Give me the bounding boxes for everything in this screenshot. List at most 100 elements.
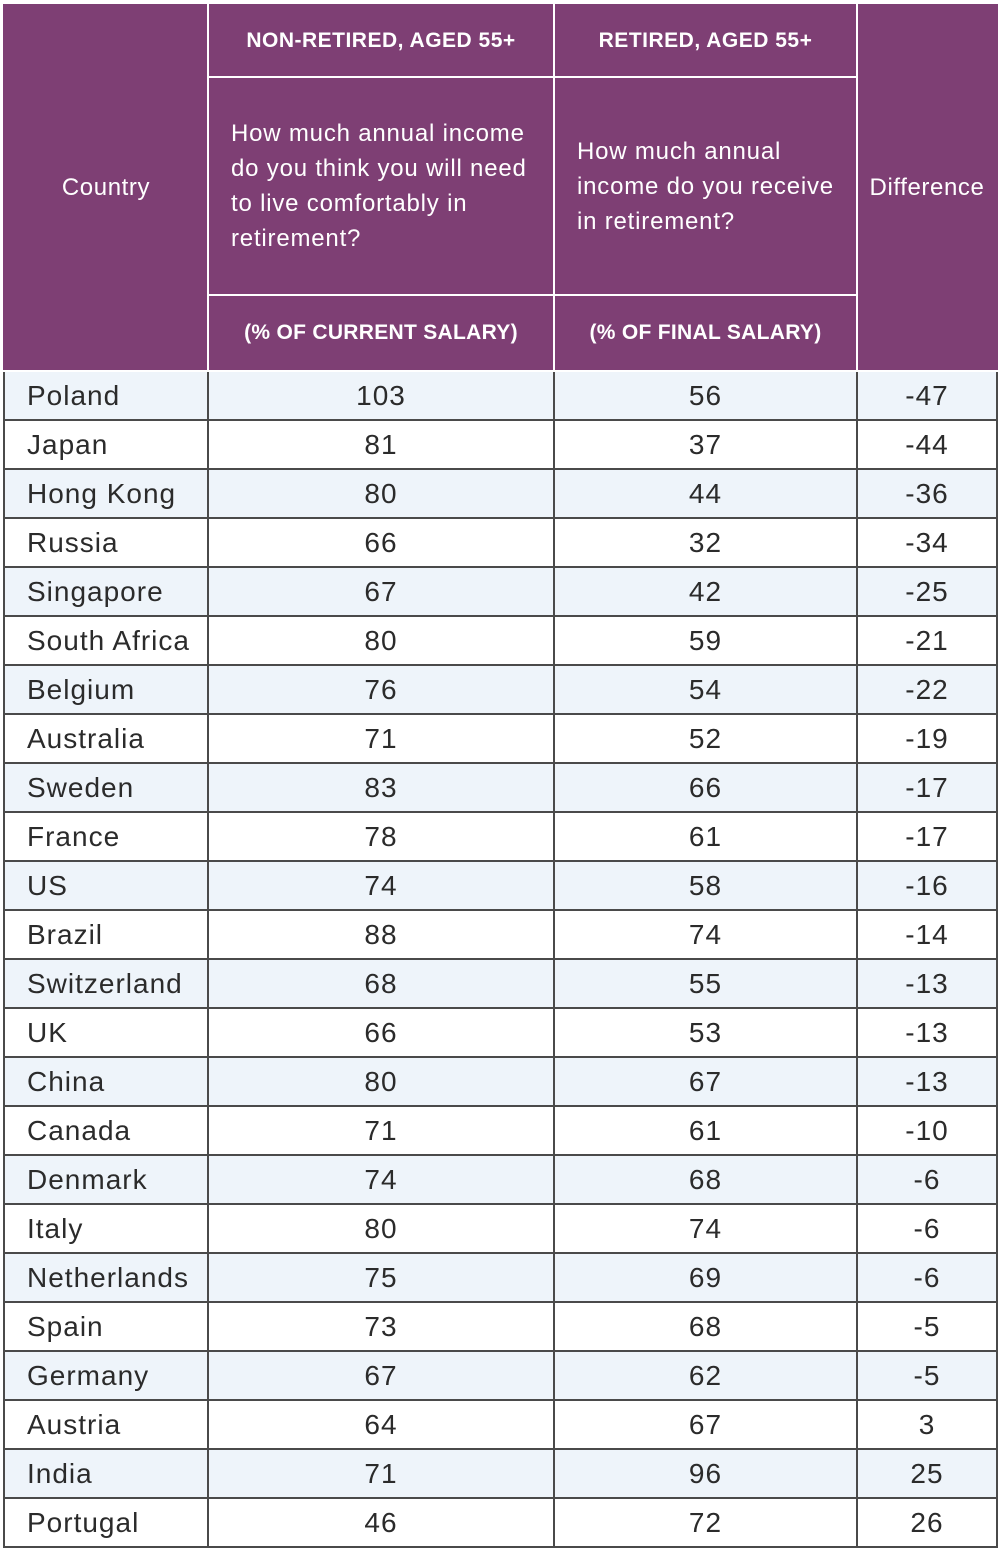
needed-cell: 66: [207, 1007, 555, 1058]
header-retired-question: How much annual income do you receive in…: [553, 76, 858, 296]
table-row: US 74 58 -16: [3, 860, 998, 911]
needed-cell: 76: [207, 664, 555, 715]
table-row: UK 66 53 -13: [3, 1007, 998, 1058]
difference-cell: -22: [856, 664, 998, 715]
difference-cell: -36: [856, 468, 998, 519]
country-cell: Denmark: [3, 1154, 209, 1205]
table-row: Spain 73 68 -5: [3, 1301, 998, 1352]
received-cell: 52: [553, 713, 858, 764]
header-retired-group: RETIRED, AGED 55+: [553, 4, 858, 78]
table-header: Country NON-RETIRED, AGED 55+ RETIRED, A…: [3, 4, 998, 372]
header-retired-unit: (% OF FINAL SALARY): [553, 294, 858, 372]
country-cell: Japan: [3, 419, 209, 470]
country-cell: Poland: [3, 370, 209, 421]
difference-cell: -13: [856, 958, 998, 1009]
difference-cell: 25: [856, 1448, 998, 1499]
difference-cell: 3: [856, 1399, 998, 1450]
needed-cell: 67: [207, 566, 555, 617]
needed-cell: 71: [207, 1105, 555, 1156]
country-cell: Spain: [3, 1301, 209, 1352]
received-cell: 54: [553, 664, 858, 715]
table-row: Belgium 76 54 -22: [3, 664, 998, 715]
received-cell: 69: [553, 1252, 858, 1303]
needed-cell: 80: [207, 615, 555, 666]
needed-cell: 64: [207, 1399, 555, 1450]
header-difference: Difference: [856, 4, 998, 372]
table-row: Sweden 83 66 -17: [3, 762, 998, 813]
country-cell: Belgium: [3, 664, 209, 715]
received-cell: 59: [553, 615, 858, 666]
country-cell: Netherlands: [3, 1252, 209, 1303]
difference-cell: -44: [856, 419, 998, 470]
needed-cell: 71: [207, 713, 555, 764]
country-cell: Germany: [3, 1350, 209, 1401]
needed-cell: 103: [207, 370, 555, 421]
table-row: Australia 71 52 -19: [3, 713, 998, 764]
table-row: Portugal 46 72 26: [3, 1497, 998, 1548]
difference-cell: -5: [856, 1301, 998, 1352]
received-cell: 66: [553, 762, 858, 813]
needed-cell: 78: [207, 811, 555, 862]
received-cell: 44: [553, 468, 858, 519]
received-cell: 68: [553, 1154, 858, 1205]
header-non-retired-group: NON-RETIRED, AGED 55+: [207, 4, 555, 78]
difference-cell: -17: [856, 811, 998, 862]
table-row: Germany 67 62 -5: [3, 1350, 998, 1401]
table-row: Austria 64 67 3: [3, 1399, 998, 1450]
received-cell: 61: [553, 1105, 858, 1156]
needed-cell: 73: [207, 1301, 555, 1352]
difference-cell: -5: [856, 1350, 998, 1401]
needed-cell: 81: [207, 419, 555, 470]
received-cell: 67: [553, 1399, 858, 1450]
difference-cell: -16: [856, 860, 998, 911]
table-row: Denmark 74 68 -6: [3, 1154, 998, 1205]
received-cell: 55: [553, 958, 858, 1009]
needed-cell: 46: [207, 1497, 555, 1548]
table-row: Italy 80 74 -6: [3, 1203, 998, 1254]
difference-cell: -6: [856, 1154, 998, 1205]
needed-cell: 80: [207, 468, 555, 519]
table-row: Switzerland 68 55 -13: [3, 958, 998, 1009]
country-cell: Portugal: [3, 1497, 209, 1548]
received-cell: 32: [553, 517, 858, 568]
received-cell: 61: [553, 811, 858, 862]
country-cell: France: [3, 811, 209, 862]
needed-cell: 75: [207, 1252, 555, 1303]
difference-cell: -13: [856, 1007, 998, 1058]
needed-cell: 66: [207, 517, 555, 568]
header-country: Country: [3, 4, 209, 372]
difference-cell: -14: [856, 909, 998, 960]
country-cell: Singapore: [3, 566, 209, 617]
received-cell: 72: [553, 1497, 858, 1548]
table-row: Poland 103 56 -47: [3, 370, 998, 421]
country-cell: Brazil: [3, 909, 209, 960]
table-row: India 71 96 25: [3, 1448, 998, 1499]
needed-cell: 88: [207, 909, 555, 960]
needed-cell: 83: [207, 762, 555, 813]
table-row: Brazil 88 74 -14: [3, 909, 998, 960]
received-cell: 96: [553, 1448, 858, 1499]
country-cell: Hong Kong: [3, 468, 209, 519]
country-cell: UK: [3, 1007, 209, 1058]
table-row: China 80 67 -13: [3, 1056, 998, 1107]
country-cell: Austria: [3, 1399, 209, 1450]
difference-cell: 26: [856, 1497, 998, 1548]
needed-cell: 68: [207, 958, 555, 1009]
country-cell: Sweden: [3, 762, 209, 813]
difference-cell: -10: [856, 1105, 998, 1156]
difference-cell: -34: [856, 517, 998, 568]
difference-cell: -25: [856, 566, 998, 617]
received-cell: 56: [553, 370, 858, 421]
received-cell: 74: [553, 1203, 858, 1254]
needed-cell: 74: [207, 1154, 555, 1205]
country-cell: Switzerland: [3, 958, 209, 1009]
difference-cell: -17: [856, 762, 998, 813]
retirement-income-table: Country NON-RETIRED, AGED 55+ RETIRED, A…: [3, 4, 998, 1548]
received-cell: 74: [553, 909, 858, 960]
country-cell: Canada: [3, 1105, 209, 1156]
table-row: Japan 81 37 -44: [3, 419, 998, 470]
difference-cell: -19: [856, 713, 998, 764]
header-non-retired-question: How much annual income do you think you …: [207, 76, 555, 296]
country-cell: South Africa: [3, 615, 209, 666]
table-row: South Africa 80 59 -21: [3, 615, 998, 666]
